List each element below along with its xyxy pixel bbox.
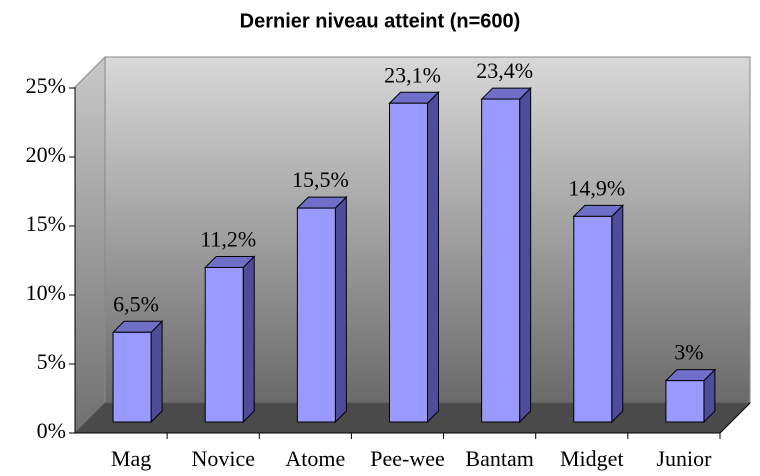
chart-title: Dernier niveau atteint (n=600) [240,10,521,32]
x-tick-label: Pee-wee [370,446,445,471]
bar-side [427,91,439,424]
bar-side [519,86,532,424]
bar [204,266,244,423]
bar [665,380,705,423]
bar-side [611,204,624,424]
y-tick-label: 25% [26,73,66,98]
bar-side [242,255,255,424]
x-tick-label: Bantam [465,446,533,471]
bar [481,98,521,423]
bar-side [150,320,163,424]
y-tick-label: 15% [26,211,66,236]
y-tick-label: 10% [26,280,66,305]
value-label: 23,1% [384,62,441,87]
value-label: 14,9% [568,175,625,200]
bar [573,215,613,423]
bar-side [334,195,347,424]
value-label: 3% [674,340,703,365]
bar [389,102,428,423]
x-tick-label: Midget [560,446,624,471]
side-wall [74,55,106,435]
y-tick-label: 5% [37,349,66,374]
value-label: 6,5% [113,291,159,316]
y-tick-label: 20% [26,142,66,167]
value-label: 15,5% [292,167,349,192]
value-label: 11,2% [200,226,256,251]
x-tick-label: Novice [191,446,255,471]
bar [112,331,152,423]
x-tick-label: Junior [656,446,712,471]
value-label: 23,4% [476,58,533,83]
x-tick-label: Mag [111,446,151,471]
y-tick-label: 0% [37,418,66,443]
bar [296,207,336,423]
x-axis-depth [719,402,751,434]
x-tick-label: Atome [285,446,345,471]
